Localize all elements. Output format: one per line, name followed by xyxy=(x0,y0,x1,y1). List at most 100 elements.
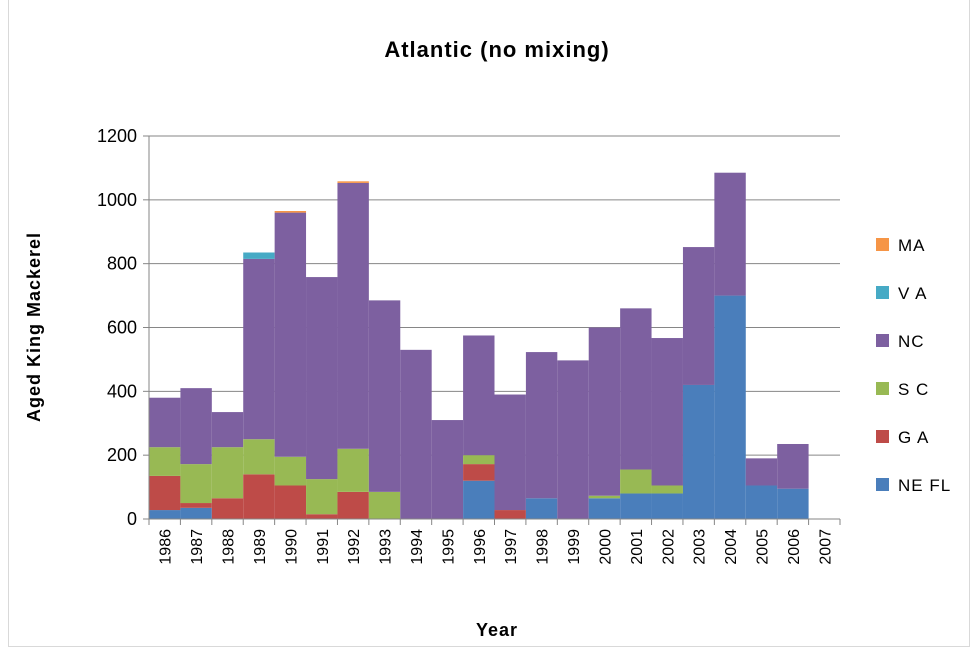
bar-segment xyxy=(651,493,683,519)
x-tick-label: 2000 xyxy=(597,529,614,565)
legend-label: S C xyxy=(898,380,929,399)
bar-segment xyxy=(180,464,212,504)
bar-segment xyxy=(368,300,401,492)
x-tick-label: 1994 xyxy=(409,529,426,565)
bar-segment xyxy=(651,485,683,494)
bar-segment xyxy=(557,360,589,519)
x-axis-title: Year xyxy=(476,620,518,640)
x-tick-label: 1987 xyxy=(189,529,206,565)
bar-segment xyxy=(337,448,369,492)
x-tick-label: 2004 xyxy=(723,529,740,565)
bar-segment xyxy=(525,352,558,499)
x-tick-label: 1990 xyxy=(283,529,300,565)
x-tick-label: 1995 xyxy=(440,529,457,565)
bar-segment xyxy=(243,258,275,440)
bar-segment xyxy=(651,338,683,486)
legend-swatch xyxy=(876,286,889,299)
bar-segment xyxy=(337,491,369,519)
bar-segment xyxy=(274,485,307,519)
x-tick-label: 1988 xyxy=(221,529,238,565)
y-tick-label: 200 xyxy=(107,445,137,465)
bar-segment xyxy=(337,182,369,449)
x-tick-label: 2006 xyxy=(786,529,803,565)
x-tick-label: 1989 xyxy=(252,529,269,565)
bar-segment xyxy=(777,488,809,519)
bar-segment xyxy=(431,420,464,519)
bar-segment xyxy=(745,458,778,486)
x-tick-label: 1991 xyxy=(315,529,332,565)
bar-segment xyxy=(714,172,746,296)
bar-segment xyxy=(306,514,338,519)
chart-frame xyxy=(8,0,970,647)
legend-label: NE FL xyxy=(898,476,951,495)
bars xyxy=(149,172,809,519)
bar-segment xyxy=(211,412,244,448)
bar-segment xyxy=(149,475,181,511)
y-tick-label: 800 xyxy=(107,254,137,274)
legend-label: G A xyxy=(898,428,929,447)
y-tick-label: 0 xyxy=(127,509,137,529)
bar-segment xyxy=(463,480,495,519)
x-tick-label: 2002 xyxy=(660,529,677,565)
legend: MA V A NC S C G A NE FL xyxy=(876,236,951,495)
x-tick-label: 1992 xyxy=(346,529,363,565)
x-tick-label: 1999 xyxy=(566,529,583,565)
legend-swatch xyxy=(876,430,889,443)
x-tick-label: 1996 xyxy=(472,529,489,565)
bar-segment xyxy=(180,503,212,508)
bar-segment xyxy=(337,181,369,183)
bar-segment xyxy=(368,491,401,519)
axes xyxy=(143,135,841,525)
legend-label: V A xyxy=(898,284,927,303)
bar-segment xyxy=(463,335,495,456)
bar-segment xyxy=(149,397,181,448)
bar-segment xyxy=(682,384,715,519)
legend-label: MA xyxy=(898,236,926,255)
x-tick-label: 1998 xyxy=(535,529,552,565)
bar-segment xyxy=(306,277,338,480)
chart-title: Atlantic (no mixing) xyxy=(384,37,609,62)
x-tick-label: 2003 xyxy=(692,529,709,565)
bar-segment xyxy=(494,510,526,519)
legend-swatch xyxy=(876,334,889,347)
y-tick-label: 600 xyxy=(107,318,137,338)
x-tick-label: 2001 xyxy=(629,529,646,565)
bar-segment xyxy=(620,308,652,470)
x-tick-label: 2005 xyxy=(754,529,771,565)
bar-segment xyxy=(777,443,809,489)
bar-segment xyxy=(149,447,181,476)
y-tick-label: 400 xyxy=(107,381,137,401)
bar-segment xyxy=(620,493,652,519)
bar-segment xyxy=(494,394,526,511)
bar-segment xyxy=(745,485,778,519)
bar-segment xyxy=(274,212,307,457)
x-tick-labels: 1986 1987 1988 1989 1990 1991 1992 1993 1994 1995… xyxy=(158,529,835,565)
bar-segment xyxy=(149,510,181,519)
bar-segment xyxy=(588,495,621,499)
y-axis-title: Aged King Mackerel xyxy=(24,232,44,422)
legend-swatch xyxy=(876,478,889,491)
x-tick-label: 2007 xyxy=(817,529,834,565)
legend-swatch xyxy=(876,382,889,395)
x-tick-label: 1993 xyxy=(378,529,395,565)
bar-segment xyxy=(588,327,621,496)
bar-segment xyxy=(211,498,244,519)
bar-segment xyxy=(682,247,715,385)
bar-segment xyxy=(274,456,307,486)
x-tick-label: 1997 xyxy=(503,529,520,565)
bar-segment xyxy=(400,349,432,519)
bar-segment xyxy=(306,479,338,515)
bar-segment xyxy=(180,388,212,465)
x-tick-label: 1986 xyxy=(158,529,175,565)
bar-segment xyxy=(211,447,244,499)
bar-segment xyxy=(620,469,652,494)
y-tick-label: 1200 xyxy=(97,126,137,146)
bar-segment xyxy=(180,507,212,519)
bar-segment xyxy=(714,295,746,519)
y-tick-label: 1000 xyxy=(97,190,137,210)
bar-segment xyxy=(525,498,558,519)
legend-swatch xyxy=(876,238,889,251)
bar-segment xyxy=(274,211,307,213)
bar-segment xyxy=(463,455,495,465)
